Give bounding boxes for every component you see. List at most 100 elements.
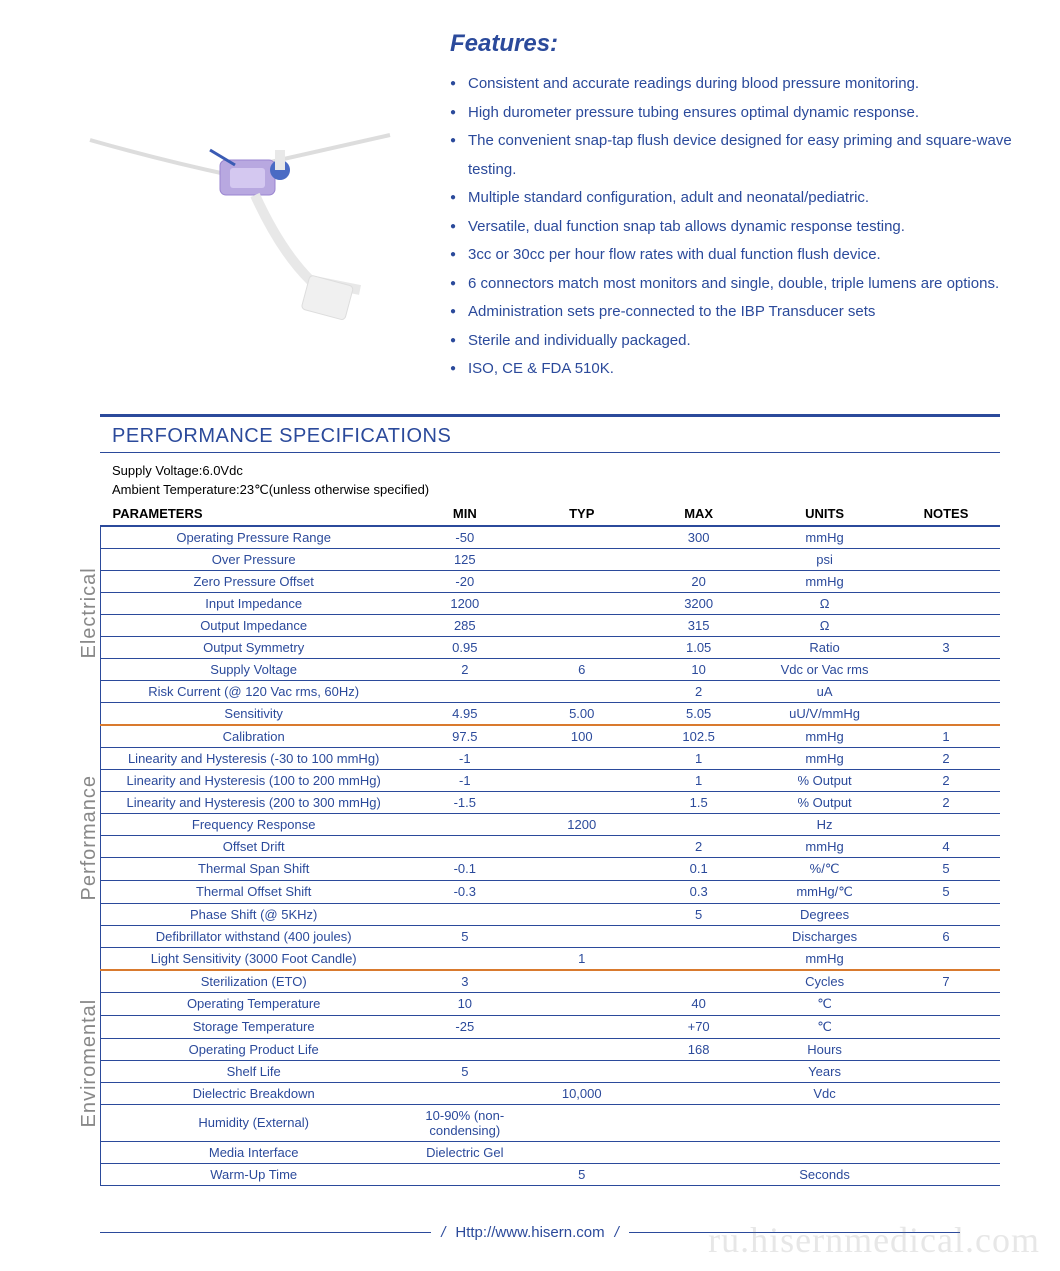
table-cell: 3: [892, 636, 1000, 658]
table-row: Defibrillator withstand (400 joules)5Dis…: [101, 925, 1001, 947]
table-row: Storage Temperature-25+70℃: [101, 1015, 1001, 1038]
table-cell: 10: [640, 658, 757, 680]
table-cell: 168: [640, 1038, 757, 1060]
table-cell: [406, 813, 523, 835]
table-cell: 3: [406, 970, 523, 993]
table-cell: 1200: [523, 813, 640, 835]
table-cell: 1: [892, 725, 1000, 748]
table-cell: 5: [523, 1163, 640, 1185]
table-cell: 300: [640, 526, 757, 549]
table-row: Risk Current (@ 120 Vac rms, 60Hz)2uA: [101, 680, 1001, 702]
spec-header-cell: NOTES: [892, 502, 1000, 526]
table-row: Humidity (External)10-90% (non-condensin…: [101, 1104, 1001, 1141]
table-cell: [523, 570, 640, 592]
table-row: Media InterfaceDielectric Gel: [101, 1141, 1001, 1163]
table-cell: [892, 548, 1000, 570]
table-cell: mmHg: [757, 747, 892, 769]
table-cell: [892, 1141, 1000, 1163]
table-cell: [640, 813, 757, 835]
table-cell: 1: [640, 747, 757, 769]
table-cell: 10-90% (non-condensing): [406, 1104, 523, 1141]
features-block: Features: Consistent and accurate readin…: [450, 20, 1020, 384]
table-cell: Frequency Response: [101, 813, 407, 835]
table-cell: -0.1: [406, 857, 523, 880]
product-image: [80, 20, 420, 320]
table-cell: 10,000: [523, 1082, 640, 1104]
table-cell: [523, 614, 640, 636]
table-row: Output Impedance285315Ω: [101, 614, 1001, 636]
table-cell: -25: [406, 1015, 523, 1038]
spec-header-cell: MAX: [640, 502, 757, 526]
table-cell: [523, 1141, 640, 1163]
table-row: Linearity and Hysteresis (-30 to 100 mmH…: [101, 747, 1001, 769]
table-cell: 1: [523, 947, 640, 970]
table-cell: [523, 880, 640, 903]
table-cell: 1200: [406, 592, 523, 614]
table-cell: 315: [640, 614, 757, 636]
table-cell: mmHg: [757, 835, 892, 857]
table-row: Zero Pressure Offset-2020mmHg: [101, 570, 1001, 592]
table-cell: Warm-Up Time: [101, 1163, 407, 1185]
table-cell: 1.05: [640, 636, 757, 658]
table-row: Frequency Response 1200 Hz: [101, 813, 1001, 835]
table-cell: [892, 1163, 1000, 1185]
table-cell: [523, 835, 640, 857]
table-cell: 2: [892, 791, 1000, 813]
table-cell: [406, 1038, 523, 1060]
table-cell: Zero Pressure Offset: [101, 570, 407, 592]
table-cell: [640, 1163, 757, 1185]
table-cell: 5: [406, 925, 523, 947]
table-cell: 125: [406, 548, 523, 570]
table-cell: 6: [892, 925, 1000, 947]
table-cell: [757, 1104, 892, 1141]
table-cell: Supply Voltage: [101, 658, 407, 680]
table-row: Over Pressure125psi: [101, 548, 1001, 570]
table-cell: 2: [640, 680, 757, 702]
table-cell: Dielectric Gel: [406, 1141, 523, 1163]
table-row: Linearity and Hysteresis (200 to 300 mmH…: [101, 791, 1001, 813]
table-cell: 40: [640, 992, 757, 1015]
table-cell: 100: [523, 725, 640, 748]
table-cell: [523, 747, 640, 769]
features-list: Consistent and accurate readings during …: [450, 70, 1020, 384]
spec-top-rule: [100, 414, 1000, 417]
table-cell: 6: [523, 658, 640, 680]
table-cell: Output Impedance: [101, 614, 407, 636]
table-cell: 0.3: [640, 880, 757, 903]
table-cell: [892, 702, 1000, 725]
table-cell: Seconds: [757, 1163, 892, 1185]
table-cell: [406, 903, 523, 925]
table-cell: [523, 1015, 640, 1038]
feature-item: Multiple standard configuration, adult a…: [450, 184, 1020, 213]
table-cell: [640, 1060, 757, 1082]
table-cell: [406, 947, 523, 970]
table-cell: [523, 925, 640, 947]
table-cell: Hz: [757, 813, 892, 835]
table-row: Shelf Life5Years: [101, 1060, 1001, 1082]
table-cell: Operating Pressure Range: [101, 526, 407, 549]
spec-header-cell: MIN: [406, 502, 523, 526]
table-cell: uU/V/mmHg: [757, 702, 892, 725]
table-cell: [892, 1060, 1000, 1082]
table-cell: Operating Product Life: [101, 1038, 407, 1060]
table-cell: Sterilization (ETO): [101, 970, 407, 993]
table-cell: [892, 1038, 1000, 1060]
table-cell: [892, 1082, 1000, 1104]
table-cell: 2: [892, 747, 1000, 769]
table-cell: 0.95: [406, 636, 523, 658]
table-cell: [892, 614, 1000, 636]
table-cell: mmHg: [757, 526, 892, 549]
table-cell: %/℃: [757, 857, 892, 880]
table-cell: % Output: [757, 791, 892, 813]
table-cell: Phase Shift (@ 5KHz): [101, 903, 407, 925]
table-cell: psi: [757, 548, 892, 570]
table-row: Offset Drift2mmHg4: [101, 835, 1001, 857]
table-cell: 7: [892, 970, 1000, 993]
table-cell: [640, 970, 757, 993]
table-cell: 1: [640, 769, 757, 791]
table-cell: [523, 548, 640, 570]
table-cell: [757, 1141, 892, 1163]
table-cell: [892, 903, 1000, 925]
spec-header-row: PARAMETERSMINTYPMAXUNITSNOTES: [101, 502, 1001, 526]
table-row: Sterilization (ETO)3Cycles7: [101, 970, 1001, 993]
